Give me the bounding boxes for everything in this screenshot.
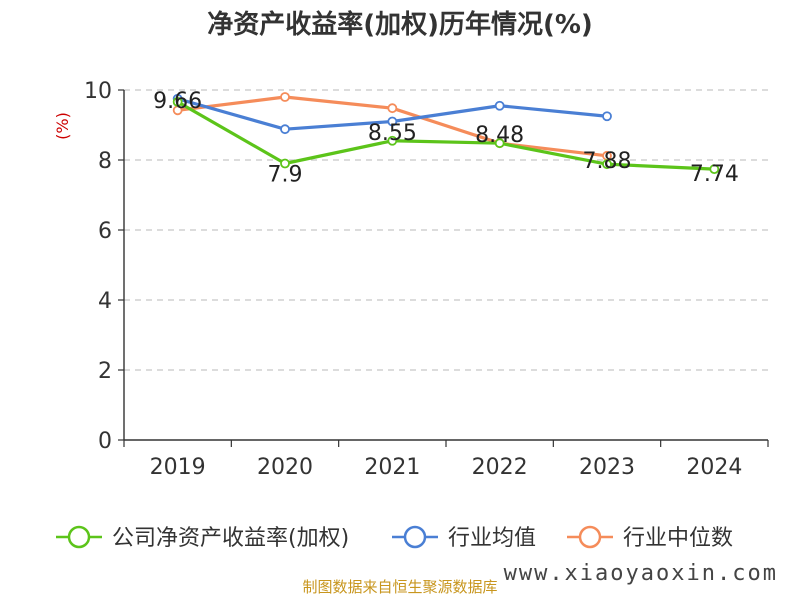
x-tick-label-2022: 2022 xyxy=(472,455,528,480)
legend: 公司净资产收益率(加权) 行业均值 行业中位数 xyxy=(56,525,733,551)
y-tick-label-0: 0 xyxy=(98,429,112,454)
x-tick-label-2024: 2024 xyxy=(686,455,742,480)
series-layer xyxy=(172,92,720,175)
x-tick-label-2023: 2023 xyxy=(579,455,635,480)
y-tick-label-4: 4 xyxy=(98,289,112,314)
data-label-2019: 9.66 xyxy=(153,89,202,114)
x-tick-label-2019: 2019 xyxy=(150,455,206,480)
data-point-s1-2020 xyxy=(280,124,290,135)
data-point-s0-2022 xyxy=(494,138,505,149)
data-point-s2-2020 xyxy=(280,92,290,102)
y-tick-label-6: 6 xyxy=(98,219,112,244)
data-label-2024: 7.74 xyxy=(690,162,739,187)
data-point-s0-2023 xyxy=(602,159,612,170)
data-point-s0-2024 xyxy=(709,164,720,175)
data-point-s1-2022 xyxy=(494,100,505,111)
x-tick-label-2020: 2020 xyxy=(257,455,313,480)
legend-marker-1 xyxy=(403,525,427,549)
data-point-s0-2019 xyxy=(172,97,183,107)
grid-lines xyxy=(124,89,768,371)
data-point-s0-2020 xyxy=(280,158,290,169)
legend-marker-0 xyxy=(67,525,91,549)
data-label-2020: 7.9 xyxy=(268,163,303,188)
legend-label-2: 行业中位数 xyxy=(623,526,733,551)
legend-marker-2 xyxy=(578,525,602,549)
chart-title: 净资产收益率(加权)历年情况(%) xyxy=(207,9,593,40)
y-tick-label-2: 2 xyxy=(98,359,112,384)
data-labels: 9.66 7.9 8.55 8.48 7.88 7.74 xyxy=(153,89,739,188)
watermark: www.xiaoyaoxin.com xyxy=(504,561,778,586)
y-axis-label: (%) xyxy=(53,112,72,140)
data-label-2021: 8.55 xyxy=(368,121,417,146)
series-line-0 xyxy=(176,100,716,171)
legend-label-1: 行业均值 xyxy=(448,526,536,551)
legend-label-0: 公司净资产收益率(加权) xyxy=(112,526,349,551)
y-tick-label-10: 10 xyxy=(84,79,112,104)
y-tick-label-8: 8 xyxy=(98,149,112,174)
axes: 0 2 4 6 8 10 2019 2020 2021 2022 2023 2024 xyxy=(84,79,769,480)
data-point-s1-2021 xyxy=(387,116,398,127)
data-source-note: 制图数据来自恒生聚源数据库 xyxy=(302,578,497,596)
data-label-2022: 8.48 xyxy=(475,123,524,148)
data-label-2023: 7.88 xyxy=(583,149,632,174)
data-point-s2-2021 xyxy=(387,103,398,114)
data-point-s1-2023 xyxy=(602,111,612,122)
data-point-s0-2021 xyxy=(387,135,398,146)
x-tick-label-2021: 2021 xyxy=(364,455,420,480)
